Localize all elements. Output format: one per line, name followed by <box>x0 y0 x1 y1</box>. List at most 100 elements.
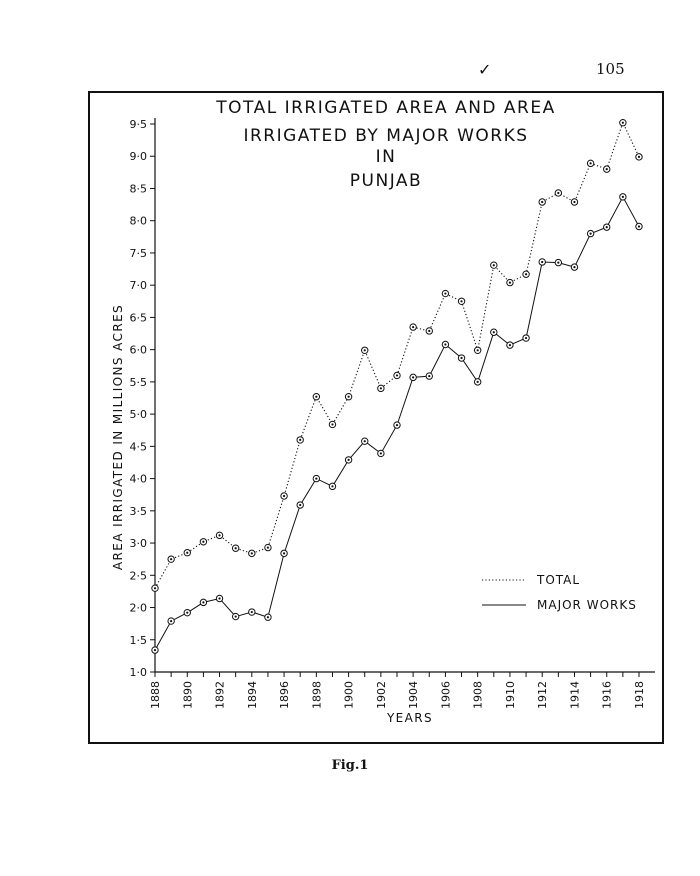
data-point-center <box>299 503 302 507</box>
x-tick-label: 1906 <box>439 681 452 709</box>
chart-title: TOTAL IRRIGATED AREA AND AREA IRRIGATED B… <box>215 98 555 191</box>
y-tick-label: 9·5 <box>130 118 148 131</box>
data-point-center <box>444 292 447 295</box>
data-point-center <box>492 264 495 267</box>
check-mark: ✓ <box>478 60 492 79</box>
data-point-center <box>299 438 302 442</box>
y-tick-label: 6·0 <box>130 344 148 357</box>
data-point-center <box>186 611 189 614</box>
data-point-center <box>412 325 415 329</box>
data-point-center <box>557 261 560 264</box>
series-line-total <box>154 121 640 589</box>
data-point-center <box>347 395 350 398</box>
chart-legend: TOTAL MAJOR WORKS <box>482 573 637 612</box>
data-point-center <box>508 344 512 347</box>
data-point-center <box>589 162 592 165</box>
data-point-center <box>363 440 366 443</box>
chart-title-line: TOTAL IRRIGATED AREA AND AREA <box>215 98 555 118</box>
data-point-center <box>170 619 173 623</box>
data-point-center <box>541 200 544 204</box>
x-tick-label: 1898 <box>310 681 323 709</box>
x-tick-label: 1908 <box>472 681 485 709</box>
data-point-center <box>541 260 544 264</box>
y-tick-label: 7·5 <box>130 247 148 260</box>
page-number: 105 <box>596 60 625 78</box>
legend-label: TOTAL <box>536 573 580 587</box>
chart-title-line: PUNJAB <box>350 171 422 191</box>
figure-caption: Fig.1 <box>331 758 369 773</box>
data-point-center <box>395 423 399 427</box>
x-tick-label: 1900 <box>343 681 356 709</box>
data-point-center <box>153 587 157 590</box>
y-tick-label: 1·0 <box>130 666 148 679</box>
data-point-center <box>234 615 237 618</box>
data-point-center <box>395 374 399 377</box>
x-tick-label: 1892 <box>214 681 227 709</box>
x-tick-label: 1888 <box>149 681 162 709</box>
data-point-center <box>266 616 270 619</box>
data-point-center <box>605 168 608 171</box>
y-tick-label: 4·0 <box>130 473 148 486</box>
y-axis-ticks: 1·0 1·5 2·0 2·5 3·0 3·5 4·0 4·5 5·0 5·5 6·0 6·5 7·0 7… <box>130 118 155 679</box>
chart-title-line: IN <box>376 147 397 167</box>
x-tick-label: 1896 <box>278 681 291 709</box>
data-point-center <box>218 597 221 600</box>
data-point-center <box>476 349 479 352</box>
data-point-center <box>153 648 157 652</box>
data-point-center <box>605 226 608 229</box>
data-point-center <box>428 374 431 378</box>
data-point-center <box>202 540 205 543</box>
data-point-center <box>250 552 253 555</box>
data-point-center <box>621 195 624 198</box>
data-point-center <box>524 273 528 276</box>
data-point-center <box>637 225 641 228</box>
data-point-center <box>186 551 189 554</box>
data-point-center <box>573 200 576 204</box>
y-tick-label: 4·5 <box>130 440 148 453</box>
data-point-center <box>379 387 382 390</box>
x-axis-ticks: 1888 1890 1892 1894 1896 1898 1900 1902 1904 1906… <box>149 672 646 709</box>
y-tick-label: 2·5 <box>130 569 148 582</box>
data-point-center <box>315 395 318 398</box>
y-tick-label: 3·5 <box>130 505 148 518</box>
y-tick-label: 9·0 <box>130 150 148 163</box>
x-tick-label: 1904 <box>407 681 420 709</box>
data-point-center <box>250 610 253 614</box>
chart-axes <box>154 118 655 673</box>
data-point-center <box>573 266 576 269</box>
data-point-center <box>331 423 334 426</box>
data-point-center <box>266 546 270 549</box>
y-tick-label: 5·5 <box>130 376 148 389</box>
data-point-center <box>202 601 205 604</box>
x-tick-label: 1916 <box>601 681 614 709</box>
data-point-center <box>492 331 495 334</box>
x-tick-label: 1890 <box>181 681 194 709</box>
x-tick-label: 1902 <box>375 681 388 709</box>
data-point-center <box>476 380 479 383</box>
y-tick-label: 7·0 <box>130 279 148 292</box>
data-point-center <box>460 300 463 303</box>
chart-series <box>151 119 643 654</box>
y-tick-label: 1·5 <box>130 634 148 647</box>
y-tick-label: 2·0 <box>130 602 148 615</box>
y-tick-label: 6·5 <box>130 311 148 324</box>
data-point-center <box>379 452 382 455</box>
data-point-center <box>508 281 512 284</box>
y-tick-label: 8·5 <box>130 182 148 195</box>
data-point-center <box>621 121 624 124</box>
data-point-center <box>589 232 592 235</box>
data-point-center <box>218 534 221 537</box>
x-tick-label: 1918 <box>633 681 646 709</box>
x-tick-label: 1914 <box>568 681 581 709</box>
legend-label: MAJOR WORKS <box>537 598 637 612</box>
y-tick-label: 3·0 <box>130 537 148 550</box>
data-point-center <box>234 547 237 550</box>
data-point-center <box>347 458 350 461</box>
figure-frame <box>88 91 664 744</box>
data-point-center <box>460 356 463 360</box>
data-point-center <box>170 558 173 561</box>
data-point-center <box>428 329 431 333</box>
data-point-center <box>315 477 318 480</box>
x-axis-label: YEARS <box>386 711 433 725</box>
